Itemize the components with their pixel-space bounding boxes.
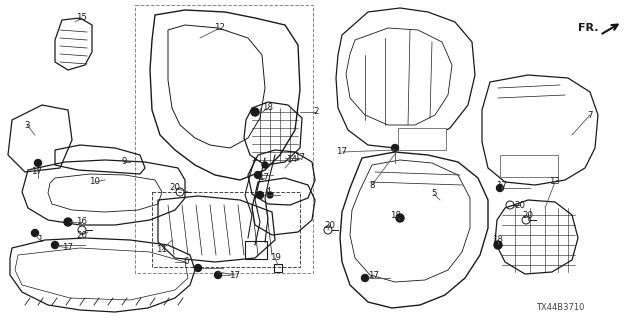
Bar — [274, 264, 282, 272]
Text: 20: 20 — [324, 220, 335, 229]
Bar — [398, 128, 446, 150]
Text: 17: 17 — [230, 270, 241, 279]
Text: 17: 17 — [369, 270, 380, 279]
Text: 18: 18 — [390, 211, 401, 220]
Circle shape — [195, 265, 202, 271]
Text: 15: 15 — [77, 13, 88, 22]
Circle shape — [214, 271, 221, 278]
Text: 11: 11 — [157, 245, 168, 254]
Text: 20: 20 — [77, 230, 88, 239]
Text: 14: 14 — [287, 156, 298, 164]
Circle shape — [31, 229, 38, 236]
Text: 17: 17 — [294, 154, 305, 163]
Circle shape — [392, 145, 399, 151]
Text: 4: 4 — [265, 188, 271, 196]
Text: 17: 17 — [497, 180, 508, 189]
Text: 16: 16 — [77, 218, 88, 227]
Text: 12: 12 — [214, 23, 225, 33]
Circle shape — [257, 191, 264, 198]
Text: 17: 17 — [259, 173, 269, 182]
Circle shape — [64, 218, 72, 226]
Text: 10: 10 — [90, 178, 100, 187]
Text: 19: 19 — [269, 253, 280, 262]
Bar — [500, 155, 558, 177]
Text: 13: 13 — [550, 178, 561, 187]
Circle shape — [267, 192, 273, 198]
Circle shape — [494, 241, 502, 249]
Text: 17: 17 — [31, 167, 42, 177]
Circle shape — [51, 242, 58, 249]
Text: 20: 20 — [170, 183, 180, 193]
Text: 18: 18 — [493, 236, 504, 244]
Text: 9: 9 — [122, 157, 127, 166]
Text: 7: 7 — [588, 110, 593, 119]
Circle shape — [251, 108, 259, 116]
Text: 1: 1 — [37, 236, 43, 244]
Circle shape — [396, 214, 404, 222]
Circle shape — [262, 162, 268, 168]
Text: 3: 3 — [24, 121, 29, 130]
Bar — [245, 241, 267, 259]
Text: FR.: FR. — [578, 23, 598, 33]
Bar — [152, 192, 300, 267]
Text: TX44B3710: TX44B3710 — [536, 303, 584, 313]
Circle shape — [255, 172, 262, 179]
Text: 18: 18 — [262, 103, 273, 113]
Text: 17: 17 — [337, 148, 348, 156]
Circle shape — [362, 275, 369, 282]
Circle shape — [35, 159, 42, 166]
Text: 6: 6 — [183, 258, 189, 267]
Bar — [135, 5, 313, 273]
Circle shape — [497, 185, 504, 191]
Text: 20: 20 — [522, 211, 534, 220]
Text: 20: 20 — [515, 201, 525, 210]
Text: 17: 17 — [63, 244, 74, 252]
Text: 2: 2 — [313, 108, 319, 116]
Text: 8: 8 — [369, 180, 375, 189]
Text: 5: 5 — [431, 189, 436, 198]
